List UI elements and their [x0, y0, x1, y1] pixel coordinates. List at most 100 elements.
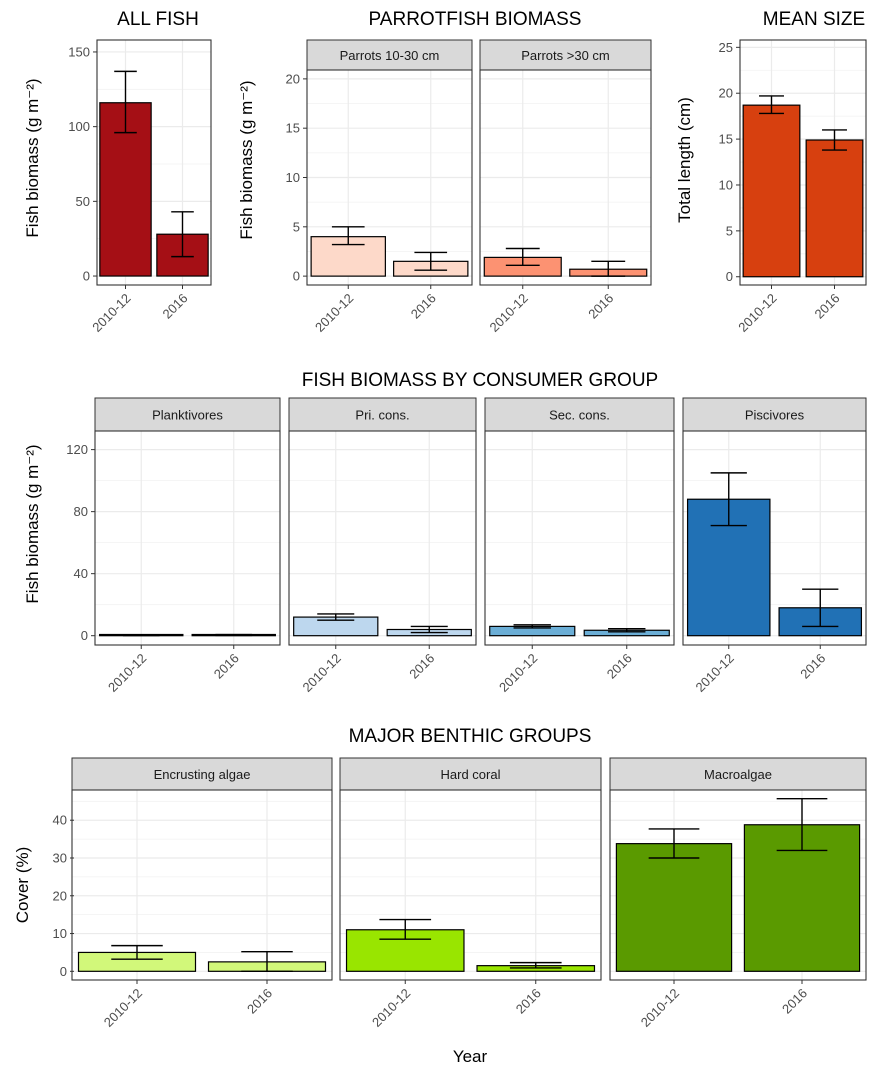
y-tick-label: 5	[293, 219, 300, 234]
error-bar	[802, 588, 839, 628]
y-tick-label: 0	[83, 269, 90, 284]
y-axis: 0 50 100 150	[68, 44, 97, 284]
x-tick-label: 2016	[160, 291, 191, 322]
y-tick-label: 20	[719, 86, 733, 101]
error-bar	[379, 918, 432, 940]
error-bar	[710, 472, 747, 527]
facet-strip	[288, 397, 477, 432]
x-tick-label: 2016	[513, 986, 544, 1017]
x-tick-label: 2010-12	[487, 291, 531, 335]
y-tick-label: 25	[719, 40, 733, 55]
error-bar	[591, 260, 626, 277]
y-tick-label: 20	[286, 71, 300, 86]
facet: 2010-12 2016	[735, 39, 867, 335]
x-tick-label: 2010-12	[89, 291, 133, 335]
y-axis-label: Fish biomass (g m⁻²)	[237, 80, 256, 239]
chart-title: PARROTFISH BIOMASS	[369, 9, 582, 30]
error-bar	[111, 944, 163, 960]
facet-label: Planktivores	[152, 408, 223, 423]
panel-border	[96, 39, 212, 286]
y-tick-label: 10	[53, 926, 67, 941]
facet-label: Parrots 10-30 cm	[340, 48, 440, 63]
bar	[805, 139, 864, 278]
x-tick-label: 2016	[797, 651, 828, 682]
x-tick-label: 2010-12	[300, 651, 344, 695]
bar	[742, 104, 801, 278]
y-tick-label: 5	[726, 223, 733, 238]
error-bar	[505, 247, 540, 266]
facet-strip	[682, 397, 867, 432]
panel-border	[288, 430, 477, 646]
panel-border	[94, 430, 281, 646]
error-bar	[822, 129, 847, 151]
error-bar	[759, 95, 784, 115]
facet: Hard coral 2010-12 2016	[339, 757, 602, 1030]
y-tick-label: 20	[53, 888, 67, 903]
facet-strip	[609, 757, 867, 791]
facet-label: Hard coral	[441, 767, 501, 782]
y-axis-label: Fish biomass (g m⁻²)	[23, 444, 42, 603]
panel-border	[71, 789, 333, 981]
x-tick-label: 2016	[406, 651, 437, 682]
facet: Parrots >30 cm 2010-12 2016	[479, 39, 652, 335]
error-bar	[776, 797, 828, 852]
facet: Macroalgae 2010-12 2016	[609, 757, 867, 1030]
y-tick-label: 50	[76, 194, 90, 209]
facet: 2010-12 2016	[89, 39, 212, 335]
error-bar	[331, 226, 365, 246]
facet-label: Macroalgae	[704, 767, 772, 782]
facet-strip	[71, 757, 333, 791]
error-bar	[648, 828, 700, 859]
x-tick-label: 2010-12	[496, 651, 540, 695]
x-tick-label: 2010-12	[638, 986, 682, 1030]
facet-label: Encrusting algae	[154, 767, 251, 782]
error-bar	[317, 613, 355, 621]
y-tick-label: 0	[293, 269, 300, 284]
y-tick-label: 80	[74, 504, 88, 519]
x-tick-label: 2010-12	[693, 651, 737, 695]
error-bar	[114, 70, 137, 134]
chart-all-fish: ALL FISH Fish biomass (g m⁻²) 2010-12 201…	[23, 9, 212, 335]
x-tick-label: 2016	[211, 651, 242, 682]
plot-background	[72, 790, 332, 980]
error-bar	[171, 211, 194, 258]
chart-parrotfish-biomass: PARROTFISH BIOMASS Fish biomass (g m⁻²) …	[237, 9, 652, 335]
y-tick-label: 30	[53, 850, 67, 865]
chart-mean-size: MEAN SIZE Total length (cm) 2010-12 2016 0…	[675, 9, 867, 335]
y-tick-label: 10	[719, 177, 733, 192]
error-bar	[241, 950, 293, 973]
chart-title: FISH BIOMASS BY CONSUMER GROUP	[302, 370, 658, 391]
chart-title: ALL FISH	[117, 9, 199, 30]
panel-border	[682, 430, 867, 646]
y-axis: 0 5 10 15 20	[286, 71, 307, 284]
chart-fish-biomass-by-consumer-group: FISH BIOMASS BY CONSUMER GROUP Fish biom…	[23, 370, 867, 695]
x-tick-label: 2010-12	[105, 651, 149, 695]
y-tick-label: 10	[286, 170, 300, 185]
y-axis-label: Cover (%)	[13, 847, 32, 924]
x-tick-label: 2016	[408, 291, 439, 322]
facet-label: Piscivores	[745, 408, 805, 423]
facet-label: Pri. cons.	[355, 408, 409, 423]
x-tick-label: 2010-12	[369, 986, 413, 1030]
facet-strip	[479, 39, 652, 71]
y-axis-label: Total length (cm)	[675, 97, 694, 223]
y-tick-label: 0	[81, 628, 88, 643]
y-tick-label: 15	[286, 121, 300, 136]
panel-border	[739, 39, 867, 286]
x-tick-label: 2010-12	[735, 291, 779, 335]
x-tick-label: 2010-12	[312, 291, 356, 335]
x-tick-label: 2016	[585, 291, 616, 322]
x-tick-label: 2016	[812, 291, 843, 322]
y-axis: 0 10 20 30 40	[53, 813, 74, 979]
y-tick-label: 0	[60, 964, 67, 979]
plot-background	[485, 431, 674, 645]
error-bar	[513, 624, 551, 629]
x-tick-label: 2016	[244, 986, 275, 1017]
x-axis-label: Year	[453, 1047, 488, 1066]
chart-title: MEAN SIZE	[763, 9, 865, 30]
facet: Pri. cons. 2010-12 2016	[288, 397, 477, 695]
error-bar	[509, 961, 562, 969]
facet: Sec. cons. 2010-12 2016	[484, 397, 675, 695]
error-bar	[215, 633, 253, 637]
chart-major-benthic-groups: MAJOR BENTHIC GROUPS Cover (%) Encrustin…	[13, 726, 867, 1030]
